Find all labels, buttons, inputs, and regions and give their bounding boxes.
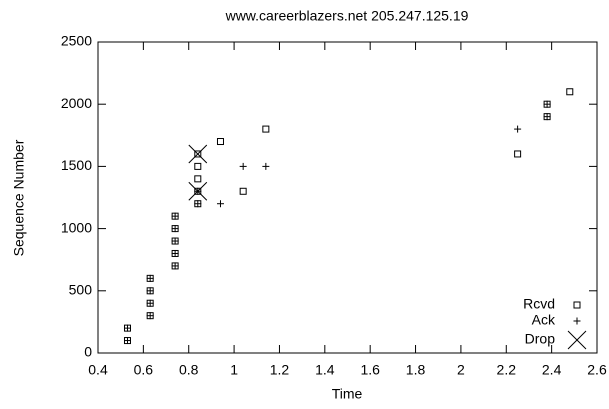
x-tick-label: 2.4	[542, 362, 562, 378]
point-square	[194, 175, 202, 183]
point-plus	[171, 225, 179, 233]
x-tick-label: 2.2	[497, 362, 517, 378]
legend-marker	[573, 317, 581, 325]
square-marker	[194, 175, 202, 183]
point-plus	[146, 287, 154, 295]
point-plus	[123, 337, 131, 345]
point-plus	[146, 312, 154, 320]
y-tick-label: 2500	[61, 33, 92, 49]
y-tick-label: 500	[69, 282, 93, 298]
legend-label: Rcvd	[523, 296, 555, 312]
legend-label: Ack	[532, 312, 556, 328]
y-axis-label: Sequence Number	[11, 139, 27, 256]
x-tick-label: 1.2	[270, 362, 290, 378]
x-axis-label: Time	[332, 386, 363, 402]
y-tick-label: 1000	[61, 219, 92, 235]
point-square	[566, 88, 574, 96]
square-marker	[514, 150, 522, 158]
square-marker	[194, 162, 202, 170]
square-marker	[573, 301, 581, 309]
square-marker	[262, 125, 270, 133]
x-tick-label: 2.6	[587, 362, 607, 378]
legend-marker	[567, 330, 587, 350]
point-square	[239, 187, 247, 195]
square-marker	[194, 150, 202, 158]
point-plus	[171, 249, 179, 257]
x-tick-label: 2	[457, 362, 465, 378]
point-plus	[146, 299, 154, 307]
legend-label: Drop	[525, 331, 556, 347]
point-x	[188, 181, 208, 201]
x-tick-label: 0.4	[88, 362, 108, 378]
point-plus	[171, 262, 179, 270]
x-tick-label: 1	[230, 362, 238, 378]
y-tick-label: 2000	[61, 95, 92, 111]
x-tick-label: 0.8	[179, 362, 199, 378]
x-tick-label: 1.8	[406, 362, 426, 378]
point-plus	[262, 162, 270, 170]
x-tick-label: 1.4	[315, 362, 335, 378]
point-plus	[514, 125, 522, 133]
plot-frame	[97, 41, 598, 354]
point-plus	[123, 324, 131, 332]
x-tick-label: 1.6	[360, 362, 380, 378]
point-plus	[171, 212, 179, 220]
y-tick-label: 1500	[61, 157, 92, 173]
legend-marker	[573, 301, 581, 309]
square-marker	[216, 138, 224, 146]
chart-title: www.careerblazers.net 205.247.125.19	[225, 8, 469, 24]
x-stroke	[188, 181, 208, 201]
point-plus	[239, 162, 247, 170]
point-square	[194, 150, 202, 158]
point-plus	[171, 237, 179, 245]
point-square	[262, 125, 270, 133]
y-tick-label: 0	[84, 344, 92, 360]
point-plus	[216, 200, 224, 208]
point-square	[194, 162, 202, 170]
point-x	[188, 144, 208, 164]
point-plus	[543, 113, 551, 121]
point-plus	[543, 100, 551, 108]
point-plus	[194, 200, 202, 208]
square-marker	[566, 88, 574, 96]
point-plus	[146, 274, 154, 282]
x-stroke	[188, 144, 208, 164]
point-square	[514, 150, 522, 158]
point-square	[216, 138, 224, 146]
square-marker	[239, 187, 247, 195]
x-tick-label: 0.6	[134, 362, 154, 378]
x-stroke	[567, 330, 587, 350]
